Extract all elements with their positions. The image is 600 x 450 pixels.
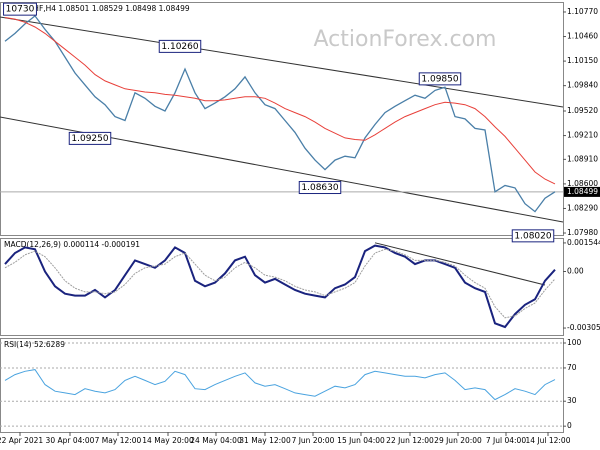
annotation-label: 1.08020 — [514, 231, 551, 241]
annotation-label: 1.08630 — [301, 183, 338, 193]
y-tick-label: 1.09520 — [567, 106, 598, 115]
rsi-panel — [0, 338, 564, 433]
x-tick-label: 7 Jul 04:00 — [486, 436, 526, 445]
x-tick-label: 22 Jun 12:00 — [386, 436, 434, 445]
x-tick-label: 15 Jun 04:00 — [337, 436, 385, 445]
y-tick-label: 0 — [567, 421, 572, 430]
x-tick-label: 31 May 12:00 — [239, 436, 291, 445]
series-line — [4, 369, 556, 401]
y-tick-label: 1.08290 — [567, 203, 598, 212]
annotation-box — [3, 2, 37, 16]
x-tick-label: 14 Jul 12:00 — [526, 436, 571, 445]
annotation-box — [298, 181, 342, 195]
y-tick-label: 1.09210 — [567, 131, 598, 140]
chart-title: EURCHF,H4 1.08501 1.08529 1.08498 1.0849… — [13, 4, 190, 13]
x-tick-label: 29 Jun 20:00 — [434, 436, 482, 445]
last-price-label: 1.08499 — [567, 187, 598, 196]
x-tick-label: 24 May 04:00 — [190, 436, 242, 445]
series-line — [4, 244, 556, 329]
annotation-label: 1.09850 — [421, 74, 458, 84]
y-tick-label: 0.00 — [567, 267, 584, 276]
x-tick-label: 7 May 12:00 — [95, 436, 142, 445]
rsi-title: RSI(14) 52.6289 — [4, 340, 65, 349]
annotation-box — [418, 72, 462, 86]
x-tick-label: 30 Apr 04:00 — [46, 436, 95, 445]
x-tick-label: 14 May 20:00 — [142, 436, 194, 445]
y-tick-label: 1.10770 — [567, 7, 598, 16]
y-tick-label: 30 — [567, 396, 577, 405]
watermark: ActionForex.com — [314, 27, 497, 52]
y-tick-label: 1.08600 — [567, 179, 598, 188]
y-tick-label: 100 — [567, 338, 582, 347]
y-tick-label: 1.08910 — [567, 154, 598, 163]
y-tick-label: 1.07980 — [567, 228, 598, 237]
price-panel — [0, 2, 564, 236]
macd-title: MACD(12,26,9) 0.000114 -0.000191 — [4, 240, 140, 249]
annotation-label: 1.10260 — [161, 42, 198, 52]
y-tick-label: 0.001544 — [567, 238, 600, 247]
y-tick-label: -0.003054 — [567, 323, 600, 332]
series-line — [4, 248, 556, 319]
series-line — [4, 14, 556, 213]
x-tick-label: 7 Jun 20:00 — [292, 436, 335, 445]
macd-panel — [0, 238, 564, 336]
x-tick-label: 22 Apr 2021 — [0, 436, 43, 445]
y-tick-label: 1.10150 — [567, 56, 598, 65]
trend-line — [374, 242, 546, 286]
annotation-box — [158, 39, 202, 53]
annotation-label: 1.09250 — [71, 134, 108, 144]
y-tick-label: 1.10460 — [567, 32, 598, 41]
annotation-box — [68, 131, 112, 145]
last-price-box — [564, 186, 600, 197]
trend-line — [0, 16, 564, 108]
annotation-box — [511, 229, 555, 243]
series-line — [4, 17, 556, 185]
annotation-label: 10730 — [6, 5, 35, 15]
y-tick-label: 1.09840 — [567, 81, 598, 90]
y-tick-label: 70 — [567, 363, 577, 372]
